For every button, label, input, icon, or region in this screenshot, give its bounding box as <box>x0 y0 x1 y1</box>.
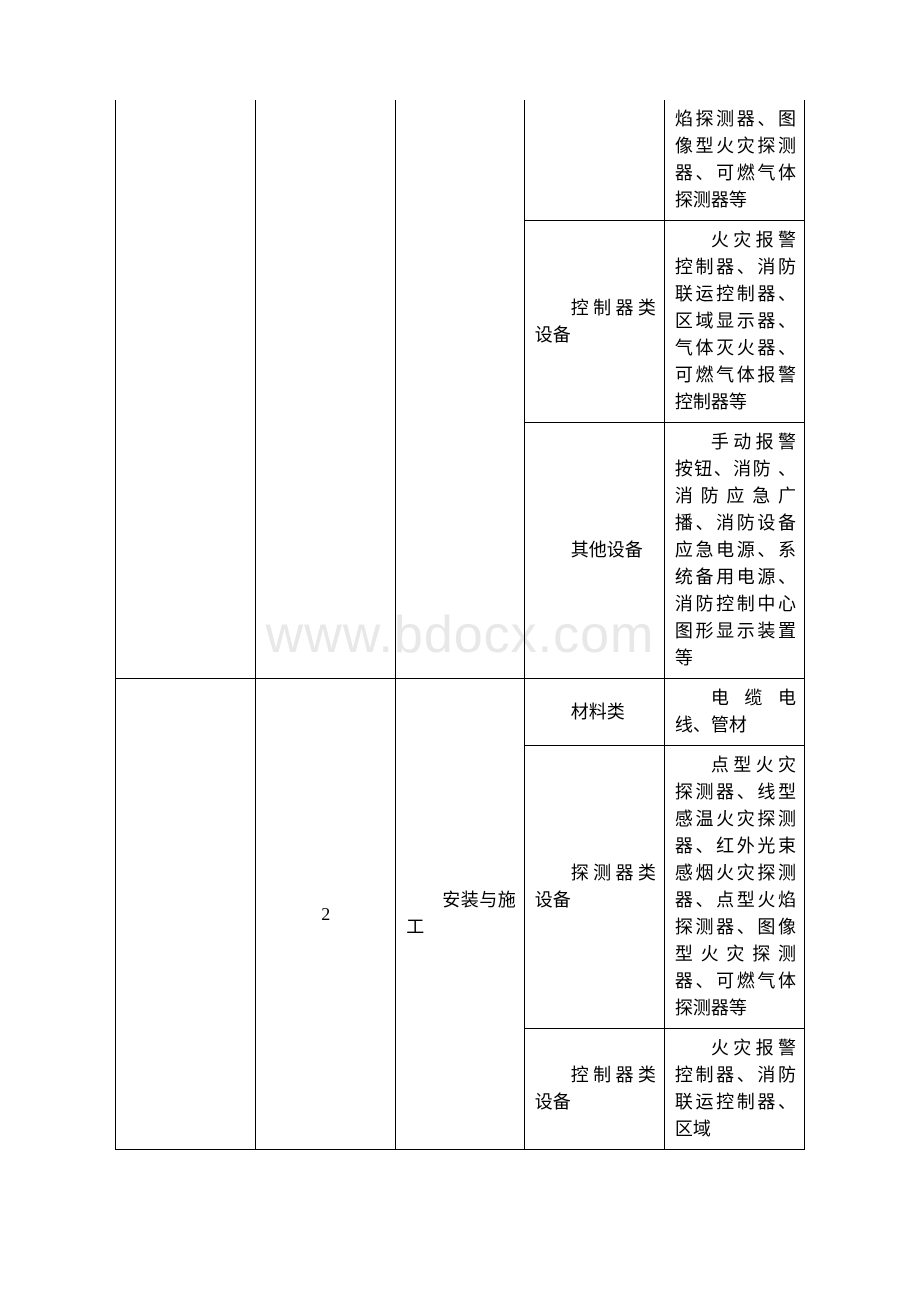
table-row: 2 安装与施工 材料类 电缆电线、管材 <box>116 679 805 746</box>
cell-text: 控制器类设备 <box>525 1056 664 1122</box>
cell-text: 探测器类设备 <box>525 854 664 920</box>
cell-col4: 材料类 <box>524 679 664 746</box>
cell-col5: 手动报警按钮、消防 、消防应急广播、消防设备应急电源、系统备用电源、消防控制中心… <box>664 423 804 679</box>
table-row: 焰探测器、图像型火灾探测器、可燃气体探测器等 <box>116 100 805 221</box>
cell-text: 火灾报警控制器、消防联运控制器、区域显示器、气体灭火器、可燃气体报警控制器等 <box>665 221 804 422</box>
cell-text: 点型火灾探测器、线型感温火灾探测器、红外光束感烟火灾探测器、点型火焰探测器、图像… <box>665 746 804 1028</box>
cell-text: 控制器类设备 <box>525 289 664 355</box>
cell-text: 电缆电线、管材 <box>665 679 804 745</box>
cell-text: 焰探测器、图像型火灾探测器、可燃气体探测器等 <box>665 100 804 220</box>
cell-text: 其他设备 <box>525 531 664 570</box>
cell-col3 <box>396 100 524 679</box>
cell-col5: 电缆电线、管材 <box>664 679 804 746</box>
cell-text: 2 <box>256 901 395 928</box>
cell-text: 安装与施工 <box>396 881 523 947</box>
cell-col4: 探测器类设备 <box>524 746 664 1029</box>
cell-col5: 火灾报警控制器、消防联运控制器、区域显示器、气体灭火器、可燃气体报警控制器等 <box>664 221 804 423</box>
equipment-table: 焰探测器、图像型火灾探测器、可燃气体探测器等 控制器类设备 火灾报警控制器、消防… <box>115 100 805 1150</box>
cell-col5: 火灾报警控制器、消防联运控制器、区域 <box>664 1029 804 1150</box>
cell-col4 <box>524 100 664 221</box>
cell-col2 <box>256 100 396 679</box>
cell-col4: 控制器类设备 <box>524 1029 664 1150</box>
cell-col4: 控制器类设备 <box>524 221 664 423</box>
cell-col3: 安装与施工 <box>396 679 524 1150</box>
cell-col5: 焰探测器、图像型火灾探测器、可燃气体探测器等 <box>664 100 804 221</box>
cell-text: 手动报警按钮、消防 、消防应急广播、消防设备应急电源、系统备用电源、消防控制中心… <box>665 423 804 678</box>
cell-text: 材料类 <box>525 693 664 732</box>
cell-col2: 2 <box>256 679 396 1150</box>
cell-col4: 其他设备 <box>524 423 664 679</box>
cell-col1 <box>116 679 256 1150</box>
cell-col5: 点型火灾探测器、线型感温火灾探测器、红外光束感烟火灾探测器、点型火焰探测器、图像… <box>664 746 804 1029</box>
cell-col1 <box>116 100 256 679</box>
cell-text: 火灾报警控制器、消防联运控制器、区域 <box>665 1029 804 1149</box>
